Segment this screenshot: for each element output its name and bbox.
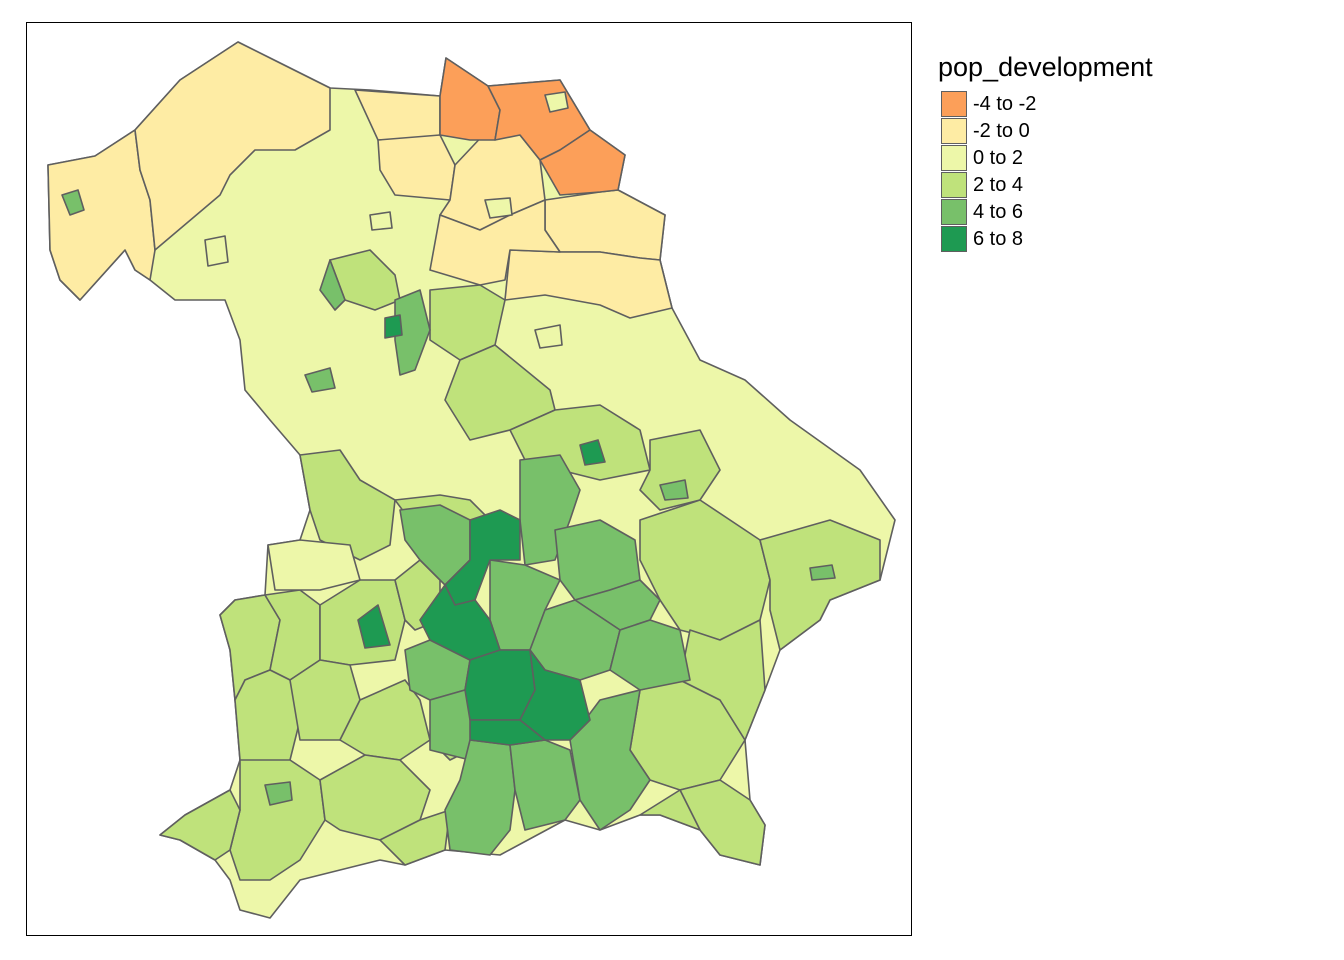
legend-item: -2 to 0 (938, 117, 1153, 144)
legend-item: 4 to 6 (938, 198, 1153, 225)
legend-label: -2 to 0 (973, 119, 1030, 142)
legend-swatch (941, 90, 967, 117)
map-frame (26, 22, 912, 936)
legend-swatch (941, 225, 967, 252)
legend-item: 0 to 2 (938, 144, 1153, 171)
legend-item: 2 to 4 (938, 171, 1153, 198)
legend-label: 0 to 2 (973, 146, 1024, 169)
legend-label: 2 to 4 (973, 173, 1024, 196)
legend-swatch (941, 171, 967, 198)
legend-swatch (941, 198, 967, 225)
legend-title: pop_development (938, 52, 1153, 82)
legend-label: 6 to 8 (973, 227, 1024, 250)
legend-label: -4 to -2 (973, 92, 1037, 115)
legend-item: 6 to 8 (938, 225, 1153, 252)
map-legend: pop_development -4 to -2 -2 to 0 0 to 2 … (938, 52, 1153, 252)
legend-item: -4 to -2 (938, 90, 1153, 117)
legend-swatch (941, 144, 967, 171)
legend-swatch (941, 117, 967, 144)
legend-label: 4 to 6 (973, 200, 1024, 223)
